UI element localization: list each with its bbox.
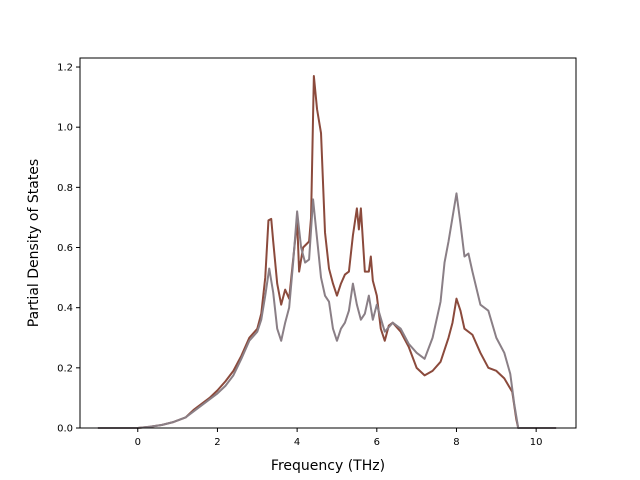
plot-frame xyxy=(79,57,577,429)
x-tick-label: 10 xyxy=(530,437,543,448)
plot-lines xyxy=(97,75,557,429)
y-tick-label: 0.8 xyxy=(57,183,73,194)
y-axis-ticks: 0.0 0.2 0.4 0.6 0.8 1.0 1.2 xyxy=(57,63,80,435)
x-tick-label: 4 xyxy=(294,437,300,448)
series-line-1 xyxy=(97,75,557,429)
y-tick-label: 0.6 xyxy=(57,243,73,254)
x-tick-label: 8 xyxy=(453,437,459,448)
x-axis-title: Frequency (THz) xyxy=(271,458,385,474)
y-tick-label: 0.0 xyxy=(57,424,73,435)
x-tick-label: 6 xyxy=(374,437,380,448)
y-tick-label: 0.2 xyxy=(57,363,73,374)
x-tick-label: 2 xyxy=(214,437,220,448)
y-axis-title: Partial Density of States xyxy=(26,159,42,327)
x-tick-label: 0 xyxy=(135,437,141,448)
y-tick-label: 0.4 xyxy=(57,303,73,314)
y-tick-label: 1.0 xyxy=(57,123,73,134)
y-tick-label: 1.2 xyxy=(57,63,73,74)
x-axis-ticks: 0 2 4 6 8 10 xyxy=(135,428,543,448)
series-line-2 xyxy=(97,192,557,429)
